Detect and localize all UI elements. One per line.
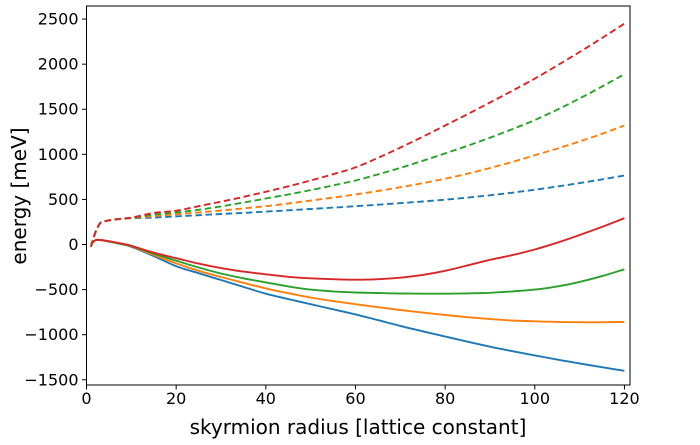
plot-frame bbox=[86, 5, 631, 386]
x-tick-label: 100 bbox=[520, 389, 551, 408]
series-dashed-red bbox=[90, 22, 625, 248]
y-tick-label: 2500 bbox=[38, 10, 79, 29]
y-tick-label: 500 bbox=[48, 190, 79, 209]
y-axis-label: energy [meV] bbox=[7, 127, 31, 265]
y-tick-label: 0 bbox=[68, 235, 78, 254]
y-tick-label: −1500 bbox=[24, 370, 78, 389]
x-tick-label: 20 bbox=[166, 389, 186, 408]
y-tick-label: −1000 bbox=[24, 325, 78, 344]
x-tick-label: 40 bbox=[256, 389, 276, 408]
x-tick-label: 0 bbox=[81, 389, 91, 408]
x-tick-label: 60 bbox=[345, 389, 365, 408]
y-tick-label: −500 bbox=[35, 280, 79, 299]
series-dashed-blue bbox=[90, 174, 625, 247]
series-dashed-green bbox=[90, 73, 625, 247]
series-dashed-orange bbox=[90, 124, 625, 247]
y-tick-label: 2000 bbox=[38, 55, 79, 74]
x-axis-label: skyrmion radius [lattice constant] bbox=[189, 415, 527, 439]
x-tick-label: 80 bbox=[435, 389, 455, 408]
y-tick-label: 1000 bbox=[38, 145, 79, 164]
series-solid-red bbox=[90, 217, 625, 281]
series-solid-orange bbox=[90, 238, 625, 324]
x-tick-label: 120 bbox=[609, 389, 640, 408]
series-solid-green bbox=[90, 238, 625, 295]
y-tick-label: 1500 bbox=[38, 100, 79, 119]
